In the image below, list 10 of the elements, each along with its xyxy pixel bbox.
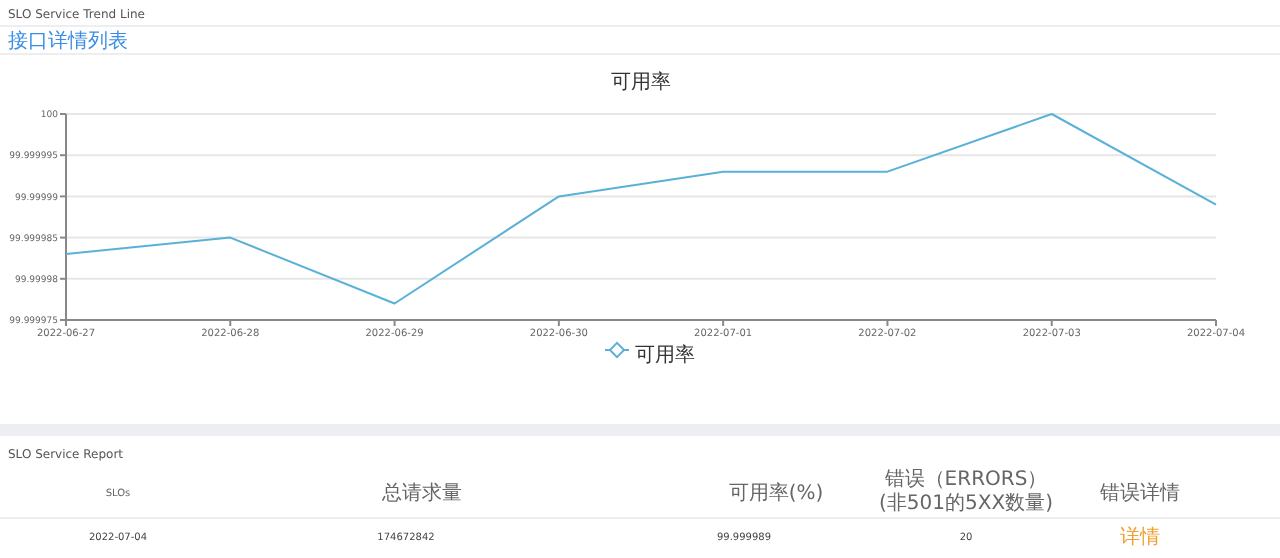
legend-label: 可用率 (635, 343, 695, 367)
line-series (65, 113, 1217, 305)
text: 总请求量 (380, 481, 462, 505)
text: (非501的5XX数量) (879, 491, 1054, 515)
text: 错误详情 (1098, 481, 1180, 505)
text: 错误（ERRORS） (882, 467, 1048, 491)
text: 详情 (1120, 525, 1160, 549)
chart-title: 可用率 (611, 70, 671, 94)
text: 接口详情列表 (8, 29, 128, 53)
text: 可用率(%) (728, 481, 824, 505)
